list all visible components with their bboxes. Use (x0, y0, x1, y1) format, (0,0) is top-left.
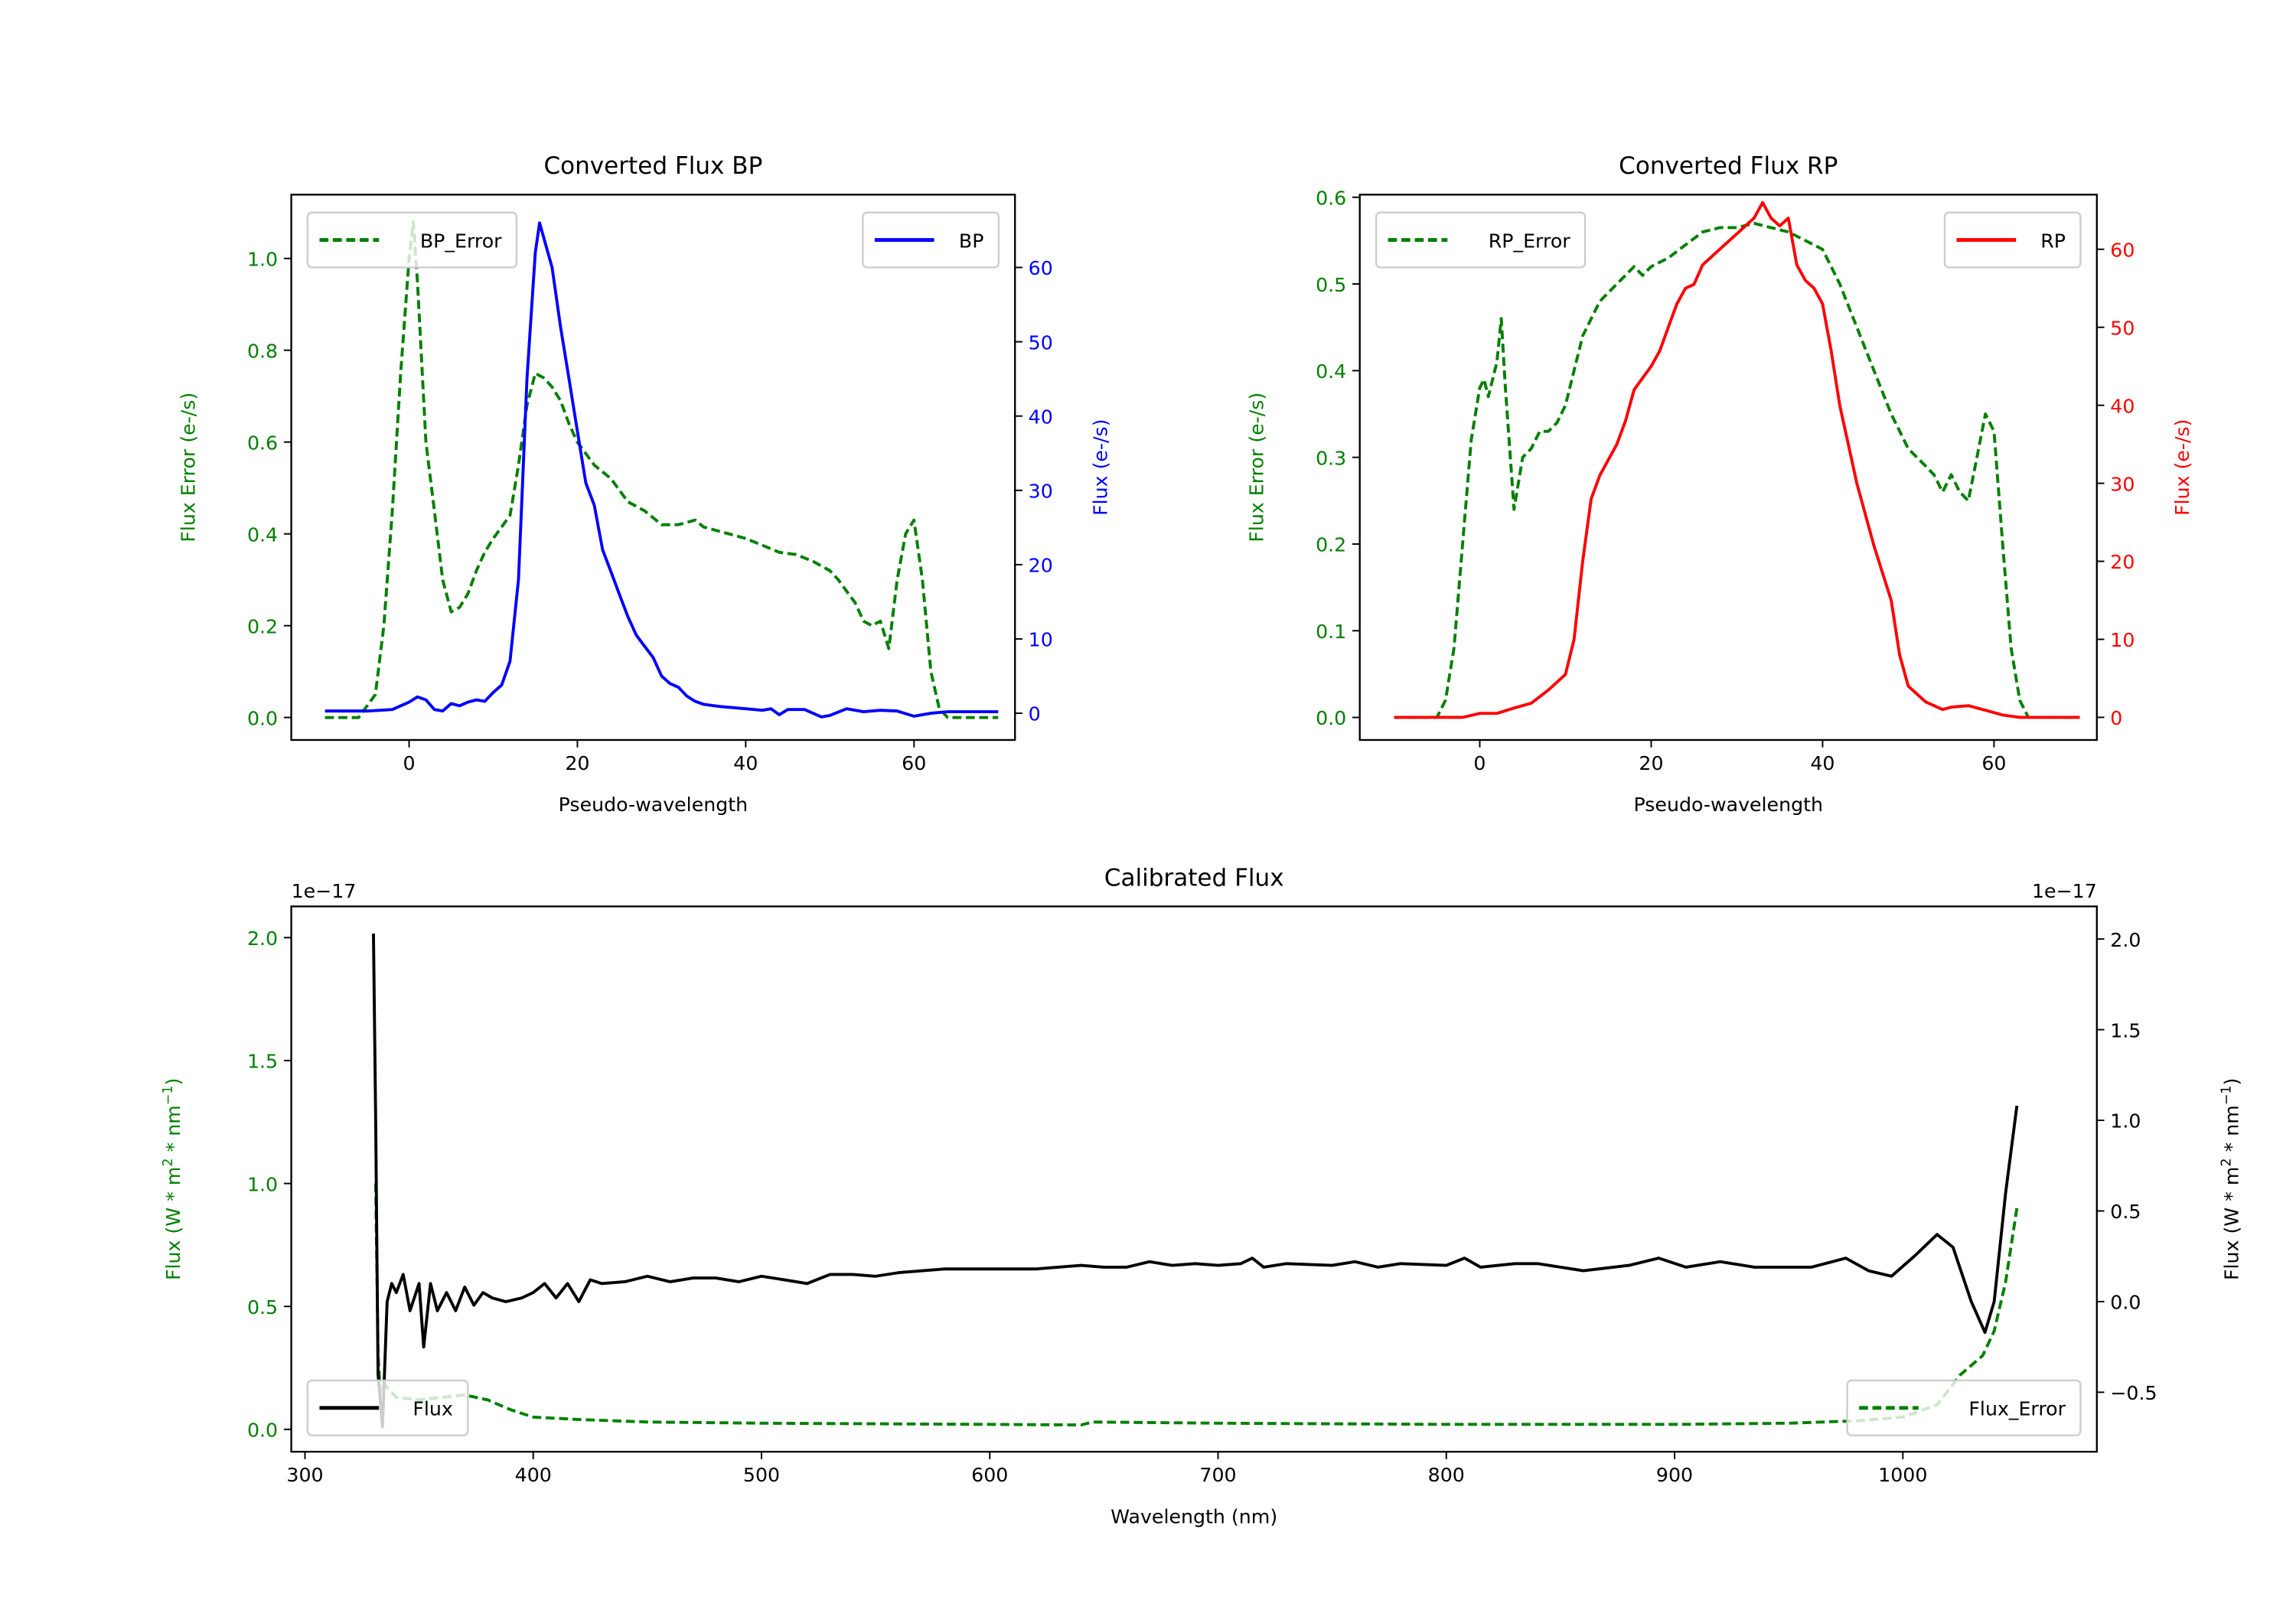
legend-flux: Flux (306, 1379, 469, 1436)
x-tick-label: 1000 (1878, 1464, 1927, 1486)
y-left-tick-label: 1.0 (247, 248, 278, 270)
legend-label: BP (959, 230, 984, 252)
axes-frame (290, 194, 1016, 742)
legend-rp-error: RP_Error (1375, 211, 1587, 269)
chart-1: Converted Flux RP 0 20 40 60 0.0 0.1 0.2 0.3 0.4 0… (1245, 152, 2193, 816)
y-right-tick-label: 0.5 (2110, 1201, 2141, 1223)
legend-label: Flux_Error (1968, 1398, 2066, 1420)
y-left-axis-label: Flux (W * m2 * nm−1) (161, 1078, 184, 1281)
legend-label: Flux (413, 1398, 453, 1420)
y-right-tick-label: 40 (1029, 406, 1053, 428)
y-right-tick-label: 50 (1029, 331, 1053, 354)
x-tick-label: 600 (971, 1464, 1008, 1486)
x-tick-label: 20 (1639, 752, 1663, 774)
legend-label: RP (2040, 230, 2066, 252)
y-right-tick-label: 2.0 (2110, 929, 2141, 951)
x-axis-label: Pseudo-wavelength (1634, 794, 1823, 816)
y-right-tick-label: 30 (2110, 473, 2135, 495)
y-right-tick-label: 1.5 (2110, 1019, 2141, 1041)
chart-title: Converted Flux BP (543, 152, 762, 180)
x-axis-label: Wavelength (nm) (1110, 1505, 1277, 1527)
y-right-tick-label: 30 (1029, 480, 1053, 502)
chart-0: Converted Flux BP 0 20 40 60 0.0 0.2 0.4 0.6 0.8 1… (177, 152, 1111, 816)
y-left-tick-label: 1.0 (247, 1173, 278, 1195)
y-right-tick-label: 40 (2110, 395, 2135, 417)
axes-frame (1358, 194, 2098, 742)
y-right-axis-label: Flux (e-/s) (1090, 419, 1112, 515)
y-right-tick-label: 60 (1029, 257, 1053, 279)
y-right-tick-label: 20 (2110, 551, 2135, 573)
legend-box (306, 1379, 469, 1436)
y-left-tick-label: 0.2 (1316, 534, 1346, 556)
x-tick-label: 20 (565, 752, 589, 774)
y-right-tick-label: 10 (2110, 629, 2135, 651)
y-right-tick-label: 50 (2110, 317, 2135, 339)
y-right-tick-label: 60 (2110, 239, 2135, 261)
y-left-offset-label: 1e−17 (292, 880, 357, 902)
y-left-tick-label: 0.1 (1316, 621, 1346, 643)
y-left-tick-label: 0.6 (1316, 187, 1346, 209)
y-left-tick-label: 0.6 (247, 432, 278, 454)
y-left-axis-label: Flux Error (e-/s) (1245, 393, 1267, 543)
series-line-rp (1394, 200, 2080, 719)
legend-label: RP_Error (1489, 230, 1571, 252)
y-right-tick-label: 0.0 (2110, 1292, 2141, 1314)
x-axis-label: Pseudo-wavelength (559, 794, 748, 816)
legend-box (306, 211, 518, 269)
legend-box (1846, 1379, 2082, 1436)
series-line-bp (325, 221, 999, 719)
y-right-tick-label: 0 (1029, 703, 1041, 725)
chart-2: Calibrated Flux 300 400 500 600 700 800 900 1000… (161, 864, 2242, 1527)
y-right-tick-label: 10 (1029, 629, 1053, 651)
legend-bp: BP (862, 211, 1000, 269)
x-tick-label: 900 (1656, 1464, 1693, 1486)
y-left-axis-label: Flux Error (e-/s) (177, 393, 199, 543)
y-left-tick-label: 0.3 (1316, 447, 1346, 469)
y-right-tick-label: −0.5 (2110, 1382, 2157, 1404)
x-tick-label: 0 (1473, 752, 1486, 774)
y-right-axis-label: Flux (e-/s) (2171, 419, 2193, 515)
series-line-bp-error (325, 220, 999, 719)
series-line-flux-error (373, 1183, 2019, 1427)
y-left-tick-label: 0.2 (247, 615, 278, 637)
x-tick-label: 40 (1810, 752, 1835, 774)
chart-title: Calibrated Flux (1104, 864, 1284, 892)
y-right-offset-label: 1e−17 (2032, 880, 2097, 902)
y-right-tick-label: 0 (2110, 707, 2122, 729)
legend-flux-error: Flux_Error (1846, 1379, 2082, 1436)
y-right-axis-label: Flux (W * m2 * nm−1) (2219, 1078, 2243, 1281)
x-tick-label: 400 (515, 1464, 552, 1486)
x-tick-label: 700 (1199, 1464, 1236, 1486)
x-tick-label: 800 (1428, 1464, 1465, 1486)
legend-label: BP_Error (420, 230, 502, 252)
y-left-tick-label: 0.0 (247, 707, 278, 729)
x-tick-label: 60 (1981, 752, 2006, 774)
x-tick-label: 300 (286, 1464, 323, 1486)
y-right-tick-label: 20 (1029, 555, 1053, 577)
y-left-tick-label: 0.0 (247, 1420, 278, 1442)
x-tick-label: 40 (733, 752, 758, 774)
chart-title: Converted Flux RP (1619, 152, 1838, 180)
y-left-tick-label: 1.5 (247, 1051, 278, 1073)
legend-bp-error: BP_Error (306, 211, 518, 269)
axes-frame (290, 905, 2098, 1453)
y-left-tick-label: 0.8 (247, 340, 278, 362)
y-left-tick-label: 2.0 (247, 927, 278, 950)
x-tick-label: 60 (902, 752, 926, 774)
y-left-tick-label: 0.5 (247, 1296, 278, 1319)
y-left-tick-label: 0.4 (1316, 360, 1346, 383)
y-left-tick-label: 0.5 (1316, 274, 1346, 296)
x-tick-label: 0 (403, 752, 415, 774)
series-line-flux (372, 933, 2019, 1429)
y-left-tick-label: 0.0 (1316, 707, 1346, 729)
y-left-tick-label: 0.4 (247, 523, 278, 546)
series-line-rp-error (1394, 221, 2080, 719)
y-right-tick-label: 1.0 (2110, 1110, 2141, 1133)
legend-box (1375, 211, 1587, 269)
x-tick-label: 500 (743, 1464, 780, 1486)
legend-rp: RP (1943, 211, 2082, 269)
